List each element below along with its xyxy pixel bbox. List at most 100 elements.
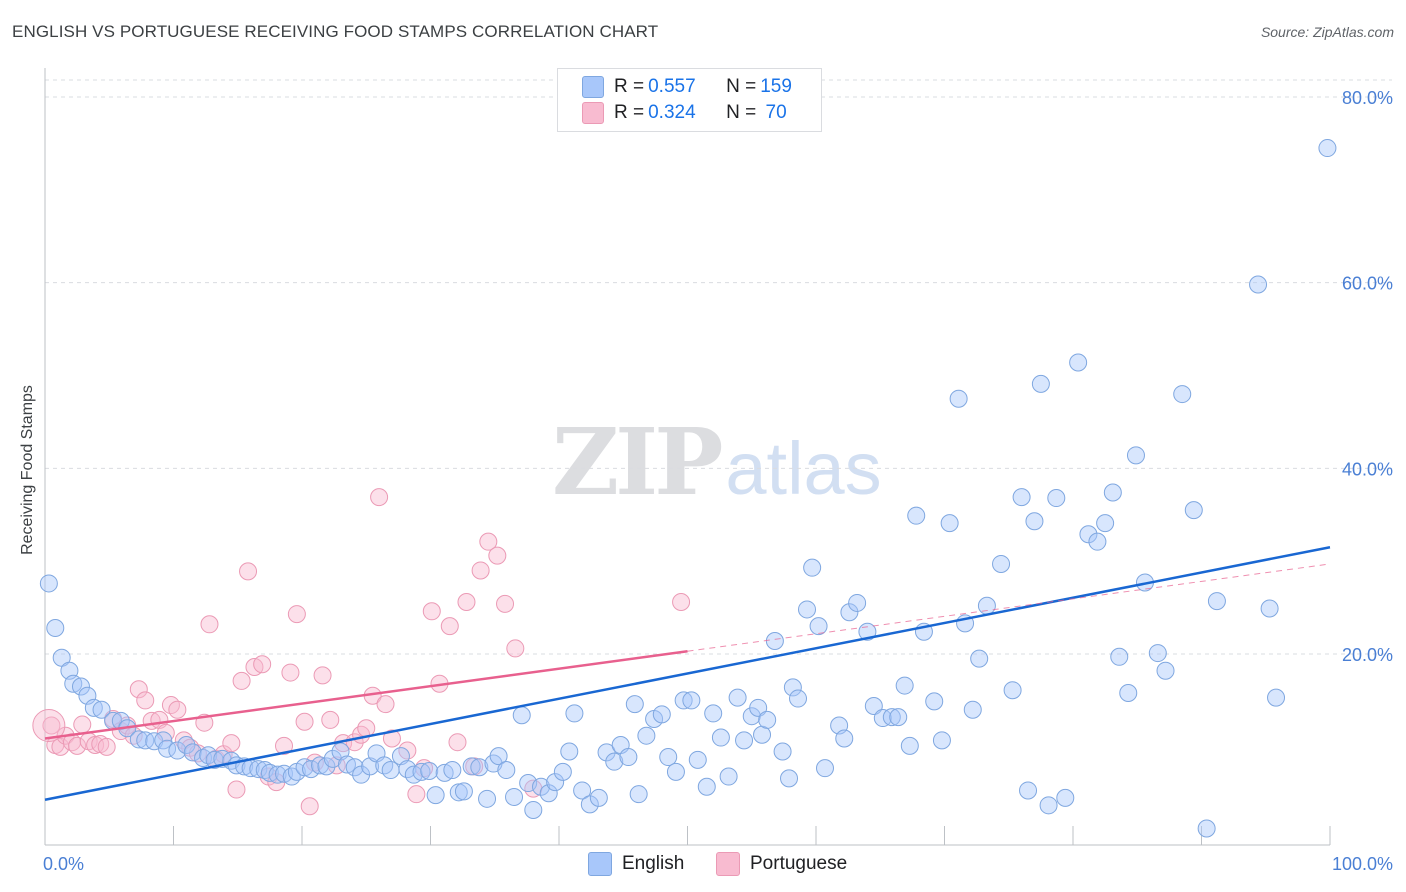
data-point-portuguese <box>136 691 155 710</box>
data-point-english <box>932 731 951 750</box>
data-point-english <box>301 760 320 779</box>
data-point-english <box>1148 644 1167 663</box>
data-point-english <box>629 785 648 804</box>
trend-line-portuguese-extension <box>687 563 1331 652</box>
data-point-english <box>940 514 959 533</box>
bottom-legend-swatch-english <box>588 852 612 876</box>
data-point-english <box>798 600 817 619</box>
data-point-portuguese <box>97 737 116 756</box>
data-point-english <box>992 554 1011 573</box>
data-point-english <box>420 761 439 780</box>
data-point-portuguese <box>68 736 87 755</box>
data-point-portuguese <box>239 562 258 581</box>
data-point-english <box>478 789 497 808</box>
data-point-portuguese <box>253 655 272 674</box>
data-point-english <box>46 619 65 638</box>
data-point-english <box>317 757 336 776</box>
data-point-english <box>331 742 350 761</box>
data-point-english <box>889 708 908 727</box>
data-point-english <box>497 761 516 780</box>
data-point-english <box>199 746 218 765</box>
watermark-zip: ZIP <box>552 408 723 516</box>
data-point-english <box>809 617 828 636</box>
data-point-portuguese <box>457 593 476 612</box>
data-point-portuguese <box>295 712 314 731</box>
data-point-english <box>970 649 989 668</box>
data-point-english <box>454 782 473 801</box>
data-point-english <box>580 795 599 814</box>
data-point-english <box>815 759 834 778</box>
data-point-english <box>907 506 926 525</box>
bottom-legend-portuguese[interactable]: Portuguese <box>716 852 847 876</box>
data-point-english <box>688 750 707 769</box>
y-tick-label: 40.0% <box>1342 459 1393 479</box>
data-point-english <box>925 692 944 711</box>
data-point-english <box>789 689 808 708</box>
data-point-portuguese <box>42 716 61 735</box>
data-point-portuguese <box>227 780 246 799</box>
data-point-english <box>840 603 859 622</box>
data-point-portuguese <box>448 733 467 752</box>
legend: R = 0.557 N = 159 R = 0.324 N = 70 <box>557 68 822 132</box>
data-point-english <box>1249 275 1268 294</box>
bottom-legend-english[interactable]: English <box>588 852 684 876</box>
data-point-english <box>589 788 608 807</box>
data-point-english <box>84 698 103 717</box>
legend-n-label: N = <box>726 102 757 123</box>
data-point-english <box>882 708 901 727</box>
data-point-portuguese <box>275 736 294 755</box>
tick-labels: 20.0% 40.0% 60.0% 80.0% 0.0% 100.0% <box>43 88 1393 874</box>
legend-swatch-english <box>582 76 604 98</box>
data-point-portuguese <box>506 639 525 658</box>
trend-lines <box>44 546 1331 801</box>
data-point-portuguese <box>73 715 92 734</box>
data-point-portuguese <box>168 700 187 719</box>
data-point-portuguese <box>313 666 332 685</box>
data-point-english <box>1012 488 1031 507</box>
data-point-portuguese <box>174 731 193 750</box>
data-point-portuguese <box>32 708 66 742</box>
y-tick-label: 80.0% <box>1342 88 1393 108</box>
data-point-portuguese <box>422 602 441 621</box>
data-point-english <box>619 748 638 767</box>
data-point-english <box>803 558 822 577</box>
data-point-english <box>735 731 754 750</box>
data-point-english <box>565 704 584 723</box>
data-point-english <box>1025 512 1044 531</box>
data-point-english <box>1039 796 1058 815</box>
data-point-portuguese <box>86 735 105 754</box>
data-point-english <box>783 678 802 697</box>
data-point-english <box>1119 683 1138 702</box>
bottom-legend: English Portuguese <box>0 852 1406 878</box>
data-point-english <box>295 758 314 777</box>
data-point-english <box>573 781 592 800</box>
source-label: Source: ZipAtlas.com <box>1260 24 1394 40</box>
data-point-english <box>539 784 558 803</box>
trend-line-portuguese <box>44 649 688 740</box>
data-point-english <box>605 752 624 771</box>
data-point-english <box>1019 781 1038 800</box>
data-point-english <box>1110 647 1129 666</box>
data-point-english <box>758 710 777 729</box>
data-point-english <box>749 698 768 717</box>
data-point-english <box>637 726 656 745</box>
data-point-english <box>381 761 400 780</box>
trend-line-english <box>44 546 1331 801</box>
data-point-english <box>873 709 892 728</box>
data-point-english <box>1096 514 1115 533</box>
data-point-english <box>1088 532 1107 551</box>
data-point-english <box>682 691 701 710</box>
data-point-english <box>652 705 671 724</box>
data-point-english <box>1079 525 1098 544</box>
data-point-english <box>323 749 342 768</box>
data-point-portuguese <box>287 605 306 624</box>
data-point-portuguese <box>200 615 219 634</box>
data-point-portuguese <box>232 671 251 690</box>
data-point-english <box>1318 139 1337 158</box>
data-point-english <box>462 757 481 776</box>
data-point-english <box>674 691 693 710</box>
data-point-english <box>194 748 213 767</box>
data-point-english <box>345 758 364 777</box>
data-point-portuguese <box>370 488 389 507</box>
bottom-legend-label-english: English <box>622 853 685 874</box>
